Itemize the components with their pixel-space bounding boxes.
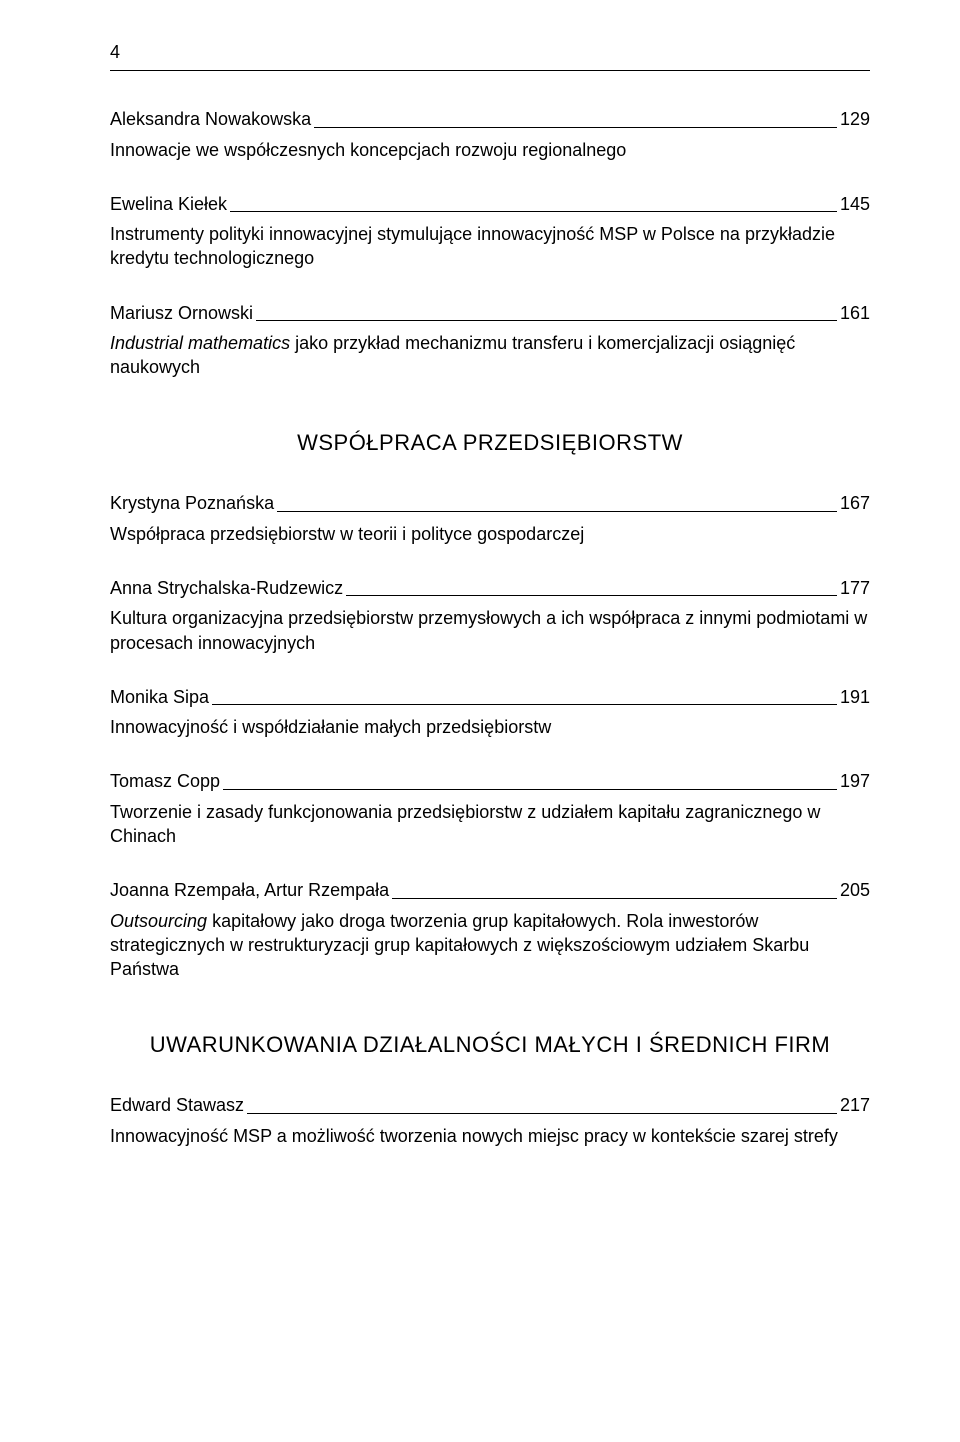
page-ref: 217 [840, 1093, 870, 1117]
leader-line [256, 320, 837, 321]
entry-title: Industrial mathematics jako przykład mec… [110, 331, 870, 380]
section-heading-1: WSPÓŁPRACA PRZEDSIĘBIORSTW [110, 428, 870, 458]
leader-line [346, 595, 837, 596]
author-row: Krystyna Poznańska 167 [110, 491, 870, 515]
page-number: 4 [110, 40, 870, 71]
author-row: Joanna Rzempała, Artur Rzempała 205 [110, 878, 870, 902]
leader-line [392, 898, 837, 899]
author-name: Krystyna Poznańska [110, 491, 274, 515]
page-ref: 197 [840, 769, 870, 793]
entry-title: Kultura organizacyjna przedsiębiorstw pr… [110, 606, 870, 655]
author-row: Anna Strychalska-Rudzewicz 177 [110, 576, 870, 600]
toc-entry: Ewelina Kiełek 145 Instrumenty polityki in… [110, 192, 870, 271]
author-name: Monika Sipa [110, 685, 209, 709]
leader-line [247, 1113, 837, 1114]
toc-entry: Anna Strychalska-Rudzewicz 177 Kultura org… [110, 576, 870, 655]
toc-entry: Mariusz Ornowski 161 Industrial mathematic… [110, 301, 870, 380]
entry-title: Tworzenie i zasady funkcjonowania przeds… [110, 800, 870, 849]
author-name: Ewelina Kiełek [110, 192, 227, 216]
author-name: Aleksandra Nowakowska [110, 107, 311, 131]
entry-title: Innowacyjność MSP a możliwość tworzenia … [110, 1124, 870, 1148]
toc-entry: Tomasz Copp 197 Tworzenie i zasady funkcjo… [110, 769, 870, 848]
author-name: Tomasz Copp [110, 769, 220, 793]
author-name: Edward Stawasz [110, 1093, 244, 1117]
page-ref: 205 [840, 878, 870, 902]
author-name: Mariusz Ornowski [110, 301, 253, 325]
entry-title: Instrumenty polityki innowacyjnej stymul… [110, 222, 870, 271]
author-row: Ewelina Kiełek 145 [110, 192, 870, 216]
author-name: Joanna Rzempała, Artur Rzempała [110, 878, 389, 902]
entries-block-mid: Krystyna Poznańska 167 Współpraca przedsię… [110, 491, 870, 981]
page-ref: 145 [840, 192, 870, 216]
toc-entry: Edward Stawasz 217 Innowacyjność MSP a moż… [110, 1093, 870, 1148]
page-ref: 167 [840, 491, 870, 515]
section-heading-2: UWARUNKOWANIA DZIAŁALNOŚCI MAŁYCH I ŚRED… [110, 1030, 870, 1060]
toc-entry: Monika Sipa 191 Innowacyjność i współdział… [110, 685, 870, 740]
page-ref: 161 [840, 301, 870, 325]
page-ref: 191 [840, 685, 870, 709]
author-row: Monika Sipa 191 [110, 685, 870, 709]
leader-line [230, 211, 837, 212]
toc-entry: Joanna Rzempała, Artur Rzempała 205 Outsou… [110, 878, 870, 981]
author-name: Anna Strychalska-Rudzewicz [110, 576, 343, 600]
entry-title: Innowacyjność i współdziałanie małych pr… [110, 715, 870, 739]
leader-line [212, 704, 837, 705]
author-row: Tomasz Copp 197 [110, 769, 870, 793]
page-ref: 177 [840, 576, 870, 600]
entry-title: Outsourcing kapitałowy jako droga tworze… [110, 909, 870, 982]
author-row: Mariusz Ornowski 161 [110, 301, 870, 325]
author-row: Edward Stawasz 217 [110, 1093, 870, 1117]
page-ref: 129 [840, 107, 870, 131]
leader-line [277, 511, 837, 512]
leader-line [314, 127, 837, 128]
toc-entry: Krystyna Poznańska 167 Współpraca przedsię… [110, 491, 870, 546]
author-row: Aleksandra Nowakowska 129 [110, 107, 870, 131]
entry-title: Innowacje we współczesnych koncepcjach r… [110, 138, 870, 162]
entries-block-top: Aleksandra Nowakowska 129 Innowacje we wsp… [110, 107, 870, 379]
entry-title: Współpraca przedsiębiorstw w teorii i po… [110, 522, 870, 546]
toc-entry: Aleksandra Nowakowska 129 Innowacje we wsp… [110, 107, 870, 162]
leader-line [223, 789, 837, 790]
entries-block-bot: Edward Stawasz 217 Innowacyjność MSP a moż… [110, 1093, 870, 1148]
